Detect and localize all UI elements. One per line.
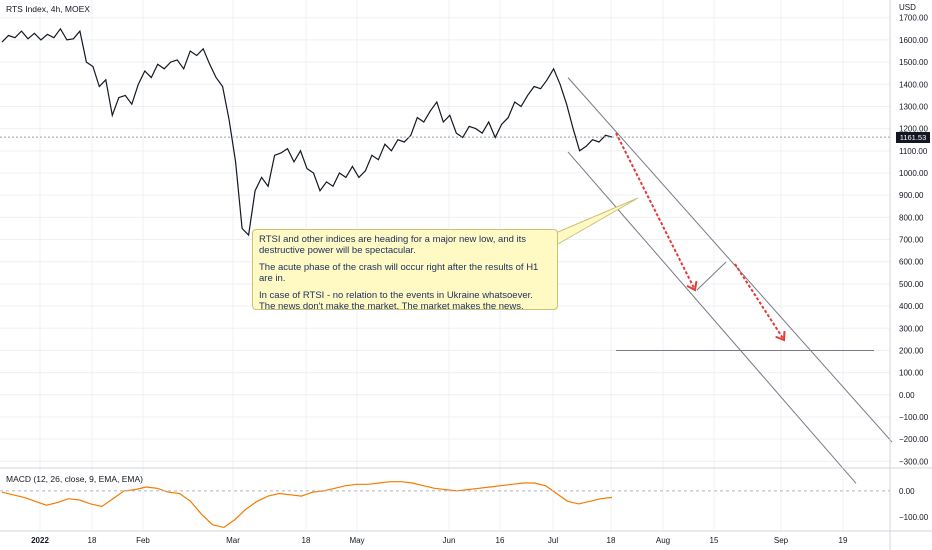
x-tick-label: Jun [443,536,456,545]
y-tick-label: −200.00 [899,435,929,444]
y-tick-label: 600.00 [899,258,924,267]
x-tick-label: 15 [710,536,719,545]
annotation-line-2: The acute phase of the crash will occur … [259,262,539,284]
y-tick-label: 200.00 [899,346,924,355]
y-tick-label: 1500.00 [899,58,928,67]
x-tick-label: 18 [302,536,311,545]
y-tick-label: −100.00 [899,413,929,422]
y-tick-label: 100.00 [899,369,924,378]
y-tick-label: 0.00 [899,391,915,400]
annotation-callout[interactable]: RTSI and other indices are heading for a… [252,229,558,312]
x-tick-label: Sep [774,536,789,545]
x-tick-label: Aug [656,536,670,545]
x-tick-label: Jul [548,536,558,545]
chart-title: RTS Index, 4h, MOEX [6,4,90,14]
x-tick-label: 18 [607,536,616,545]
macd-y-tick-label: 0.00 [899,487,915,496]
annotation-line-1: RTSI and other indices are heading for a… [259,234,527,256]
annotation-line-3: In case of RTSI - no relation to the eve… [259,290,533,312]
red-arrow-1-head [686,280,698,292]
y-tick-label: 700.00 [899,236,924,245]
macd-series-line [1,481,613,529]
macd-y-tick-label: −100.00 [899,513,929,522]
channel-upper-line [567,77,893,443]
x-tick-label: 18 [88,536,97,545]
y-tick-label: 800.00 [899,213,924,222]
callout-pointer [557,197,639,245]
y-tick-label: 300.00 [899,324,924,333]
y-tick-label: 1600.00 [899,36,928,45]
currency-label: USD [899,3,916,12]
x-tick-label: 19 [839,536,848,545]
price-series-line [1,27,613,237]
y-tick-label: 1200.00 [899,125,928,134]
y-tick-label: 500.00 [899,280,924,289]
x-tick-label: Feb [136,536,150,545]
red-arrow-2-head [775,330,786,342]
red-arrow-2 [734,263,785,341]
chart-drawings [557,77,893,484]
macd-title: MACD (12, 26, close, 9, EMA, EMA) [6,474,143,484]
y-tick-label: 1700.00 [899,14,928,23]
x-tick-label: Mar [226,536,240,545]
y-tick-label: 1000.00 [899,169,928,178]
y-tick-label: 1300.00 [899,102,928,111]
x-tick-label: 2022 [31,536,49,545]
y-tick-label: 900.00 [899,191,924,200]
red-arrow-1 [615,132,696,291]
connector-line [696,261,727,291]
x-tick-label: 16 [496,536,505,545]
y-tick-label: 1400.00 [899,80,928,89]
y-tick-label: −300.00 [899,457,929,466]
x-tick-label: May [349,536,364,545]
last-price-tag: 1161.53 [896,131,930,143]
y-tick-label: 1100.00 [899,147,928,156]
y-tick-label: 400.00 [899,302,924,311]
